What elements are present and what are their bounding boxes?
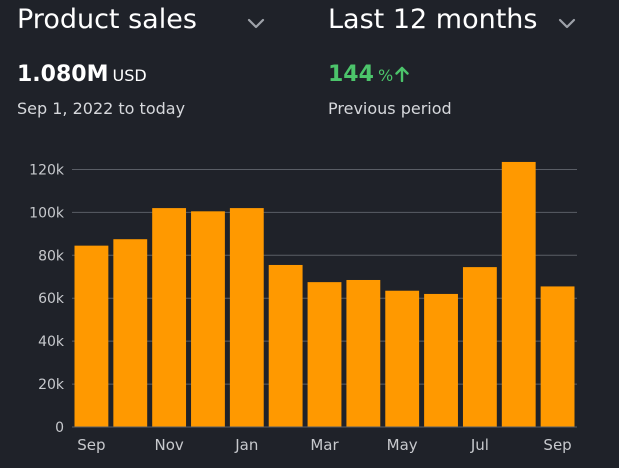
y-tick-label: 20k [38,377,65,393]
bar-jun-9 [424,293,458,427]
bar-nov-2 [152,208,187,427]
chevron-down-icon [558,18,576,29]
y-tick-label: 40k [38,334,65,350]
y-tick-label: 60k [38,291,65,307]
total-sales-value: 1.080M [17,62,109,87]
x-tick-label: Mar [310,436,339,454]
arrow-up-icon [395,66,409,82]
date-range: Sep 1, 2022 to today [17,99,186,118]
y-tick-label: 100k [29,205,65,221]
bar-mar-6 [307,282,342,427]
x-tick-label: Sep [543,436,571,454]
period-selector[interactable]: Last 12 months [328,4,576,35]
x-tick-label: Nov [154,436,183,454]
bar-oct-1 [113,239,148,427]
bar-may-8 [385,290,420,427]
x-tick-label: May [387,436,418,454]
bar-dec-3 [191,211,225,427]
period-change: 144% [328,62,409,87]
y-tick-label: 80k [38,248,65,264]
x-tick-label: Jul [470,436,489,454]
bar-apr-7 [346,279,381,427]
y-tick-label: 120k [29,162,65,178]
total-sales-unit: USD [112,66,147,85]
bar-feb-5 [268,264,303,427]
period-selector-label: Last 12 months [328,4,538,35]
total-sales: 1.080M USD [17,62,147,87]
bar-jan-4 [229,208,264,427]
bar-sep-0 [74,245,109,427]
previous-period-caption: Previous period [328,99,452,118]
product-selector[interactable]: Product sales [17,4,265,35]
chevron-down-icon [247,18,265,29]
x-tick-label: Jan [234,436,258,454]
product-selector-label: Product sales [17,4,197,35]
bar-jul-10 [462,267,497,427]
bar-aug-11 [501,161,536,427]
period-change-unit: % [377,66,394,85]
y-tick-label: 0 [55,420,64,436]
period-change-value: 144 [328,62,374,87]
bar-sep-12 [540,286,575,427]
x-tick-label: Sep [77,436,105,454]
